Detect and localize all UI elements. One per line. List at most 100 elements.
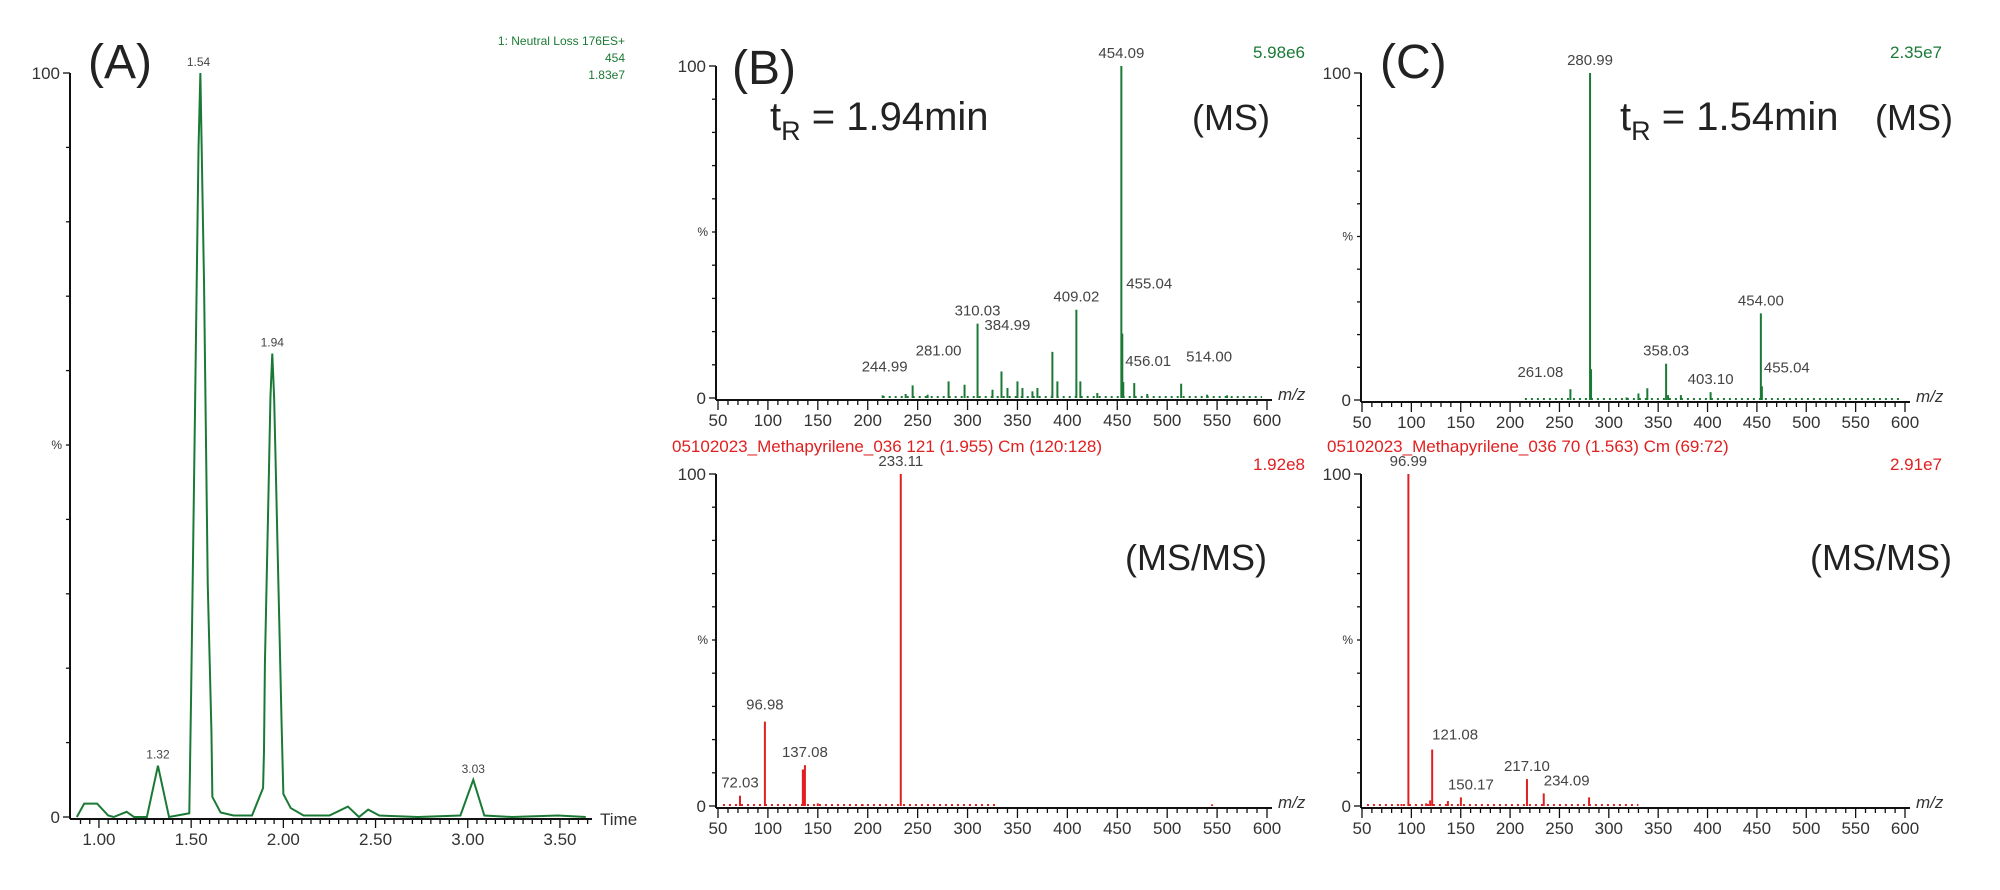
peak-label: 261.08 (1517, 364, 1563, 381)
x-tick-label: 450 (1103, 411, 1131, 430)
y-tick-label: 0 (697, 797, 706, 816)
x-tick-label: 550 (1203, 819, 1231, 838)
panel-label: (B) (732, 42, 796, 95)
peak-label: 121.08 (1432, 727, 1478, 744)
x-tick-label: 250 (903, 819, 931, 838)
x-tick-label: 500 (1792, 819, 1820, 838)
x-tick-label: 300 (953, 819, 981, 838)
trace-header-line: 1.83e7 (588, 68, 625, 82)
x-tick-label: 600 (1891, 819, 1919, 838)
x-tick-label: 200 (1496, 413, 1524, 432)
x-tick-label: 550 (1841, 413, 1869, 432)
x-tick-label: 300 (1595, 819, 1623, 838)
y-tick-label: 100 (1323, 465, 1351, 484)
x-tick-label: 250 (1545, 413, 1573, 432)
peak-label: 150.17 (1448, 776, 1494, 793)
x-tick-label: 200 (854, 411, 882, 430)
y-tick-label: 0 (697, 389, 706, 408)
x-tick-label: 50 (709, 819, 728, 838)
x-tick-label: 450 (1103, 819, 1131, 838)
mode-label: (MS/MS) (1125, 537, 1267, 578)
x-tick-label: 300 (1595, 413, 1623, 432)
peak-label: 72.03 (721, 775, 759, 792)
trace-header-line: 454 (605, 51, 625, 65)
rt-t: t (1620, 95, 1631, 139)
x-tick-label: 150 (1447, 413, 1475, 432)
x-axis-label: m/z (1278, 793, 1306, 812)
peak-label: 1.94 (261, 335, 285, 349)
x-tick-label: 250 (1545, 819, 1573, 838)
peak-label: 1.32 (146, 748, 170, 762)
y-axis-label: % (1342, 230, 1353, 244)
x-tick-label: 500 (1153, 411, 1181, 430)
x-tick-label: 50 (1353, 819, 1372, 838)
rt-value: = 1.54min (1651, 95, 1839, 139)
x-tick-label: 350 (1003, 411, 1031, 430)
peak-label: 454.00 (1738, 292, 1784, 309)
y-tick-label: 0 (1342, 797, 1351, 816)
x-tick-label: 100 (1397, 413, 1425, 432)
x-tick-label: 300 (953, 411, 981, 430)
x-axis-label: m/z (1916, 793, 1944, 812)
x-tick-label: 2.00 (267, 830, 300, 849)
trace-header-line: 1: Neutral Loss 176ES+ (498, 34, 625, 48)
y-tick-label: 100 (678, 465, 706, 484)
x-tick-label: 200 (1496, 819, 1524, 838)
peak-label: 234.09 (1544, 772, 1590, 789)
x-tick-label: 400 (1053, 411, 1081, 430)
x-tick-label: 600 (1253, 411, 1281, 430)
peak-label: 455.04 (1764, 359, 1810, 376)
x-tick-label: 600 (1891, 413, 1919, 432)
chromatogram-trace (75, 72, 586, 819)
peak-label: 1.54 (187, 55, 211, 69)
rt-subscript: R (781, 116, 801, 146)
rt-subscript: R (1631, 116, 1651, 146)
y-axis-label: % (697, 633, 708, 647)
spectrum-title: 05102023_Methapyrilene_036 121 (1.955) C… (672, 437, 1102, 456)
mode-label: (MS) (1875, 97, 1953, 138)
x-tick-label: 1.00 (82, 830, 115, 849)
panel-a: 100 0% 1.00 1.50 2.00 2.50 3.00 3.50 Time 1.32 1.5… (32, 34, 638, 849)
x-tick-label: 150 (1447, 819, 1475, 838)
panel-label: (C) (1380, 36, 1447, 89)
peak-label: 137.08 (782, 744, 828, 761)
x-tick-label: 100 (754, 411, 782, 430)
x-tick-label: 450 (1743, 819, 1771, 838)
x-tick-label: 150 (804, 411, 832, 430)
peak-label: 358.03 (1643, 343, 1689, 360)
x-tick-label: 600 (1253, 819, 1281, 838)
intensity-label: 5.98e6 (1253, 43, 1305, 62)
x-axis-label: Time (600, 810, 637, 829)
y-tick-label: 100 (32, 64, 60, 83)
peak-label: 217.10 (1504, 758, 1550, 775)
peak-label: 409.02 (1053, 289, 1099, 306)
x-tick-label: 350 (1644, 413, 1672, 432)
peak-label: 280.99 (1567, 52, 1613, 69)
x-tick-label: 200 (854, 819, 882, 838)
x-tick-label: 400 (1693, 819, 1721, 838)
x-tick-label: 550 (1841, 819, 1869, 838)
x-tick-label: 500 (1153, 819, 1181, 838)
peak-label: 96.98 (746, 697, 784, 714)
panel-b-msms: 100 0% 50 100 150 200 250 300 350 400 450 500 550 600… (672, 437, 1306, 838)
x-tick-label: 150 (804, 819, 832, 838)
y-axis-label: % (51, 438, 62, 452)
x-tick-label: 400 (1053, 819, 1081, 838)
x-tick-label: 50 (1353, 413, 1372, 432)
x-tick-label: 3.00 (451, 830, 484, 849)
mode-label: (MS/MS) (1810, 537, 1952, 578)
x-tick-label: 3.50 (543, 830, 576, 849)
rt-value: = 1.94min (801, 95, 989, 139)
panel-c-ms: 100 0% 50 100 150 200 250 300 350 400 450 500 550 600… (1323, 36, 1953, 432)
x-axis-label: m/z (1278, 385, 1306, 404)
y-axis-label: % (697, 225, 708, 239)
retention-time-annotation: tR = 1.54min (1620, 95, 1839, 146)
intensity-label: 2.35e7 (1890, 43, 1942, 62)
panel-label: (A) (88, 36, 152, 89)
x-tick-label: 2.50 (359, 830, 392, 849)
peak-label: 455.04 (1126, 276, 1172, 293)
x-tick-label: 400 (1693, 413, 1721, 432)
peak-label: 281.00 (916, 342, 962, 359)
y-tick-label: 100 (678, 57, 706, 76)
